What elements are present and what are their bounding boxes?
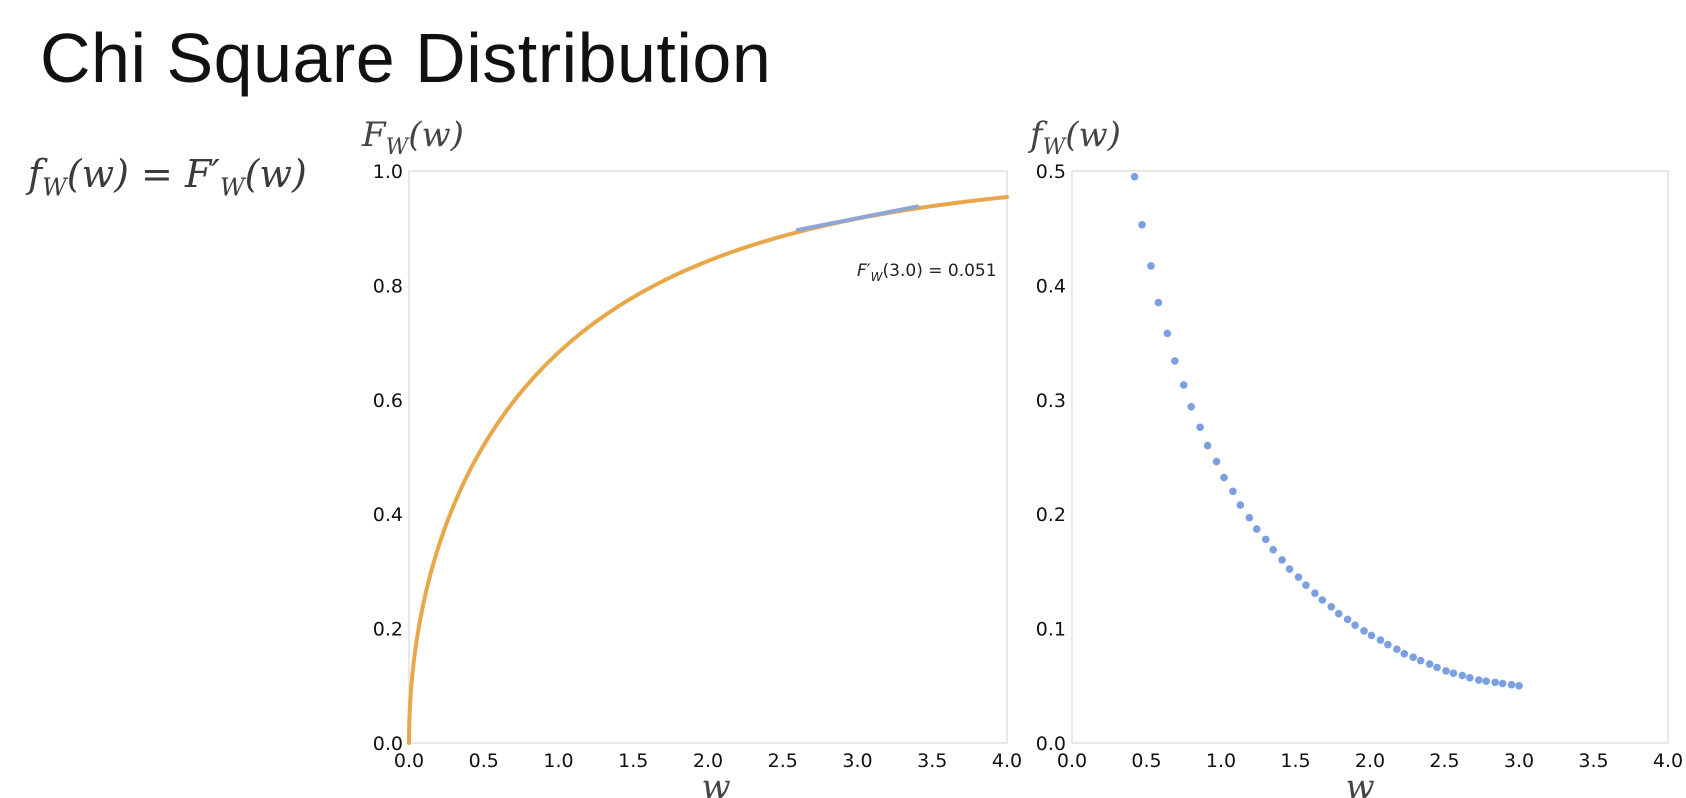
formula-lhs-arg: (w)	[66, 152, 129, 196]
cdf-ytick-label: 0.2	[373, 619, 403, 641]
pdf-point	[1130, 172, 1139, 181]
pdf-point	[1311, 589, 1319, 597]
pdf-xtick-label: 2.5	[1429, 750, 1459, 772]
formula-rhs-arg: (w)	[244, 152, 307, 196]
pdf-point	[1252, 525, 1261, 533]
cdf-ytick-label: 0.0	[373, 733, 403, 755]
tangent-line	[795, 204, 920, 232]
pdf-xtick-label: 4.0	[1653, 750, 1683, 772]
cdf-xtick-label: 0.5	[469, 750, 499, 772]
pdf-point	[1302, 581, 1310, 589]
pdf-point	[1163, 329, 1172, 338]
pdf-point	[1515, 682, 1523, 690]
pdf-point	[1147, 262, 1155, 270]
cdf-plot-frame	[408, 170, 1008, 744]
derivative-formula: fW(w) = F′W(w)	[28, 152, 307, 202]
cdf-xtick-label: 3.0	[842, 750, 872, 772]
pdf-point	[1466, 673, 1474, 682]
pdf-xlabel: w	[1345, 767, 1374, 798]
pdf-ytick-label: 0.2	[1036, 504, 1066, 526]
pdf-point	[1393, 645, 1401, 653]
cdf-xtick-label: 2.0	[693, 750, 723, 772]
cdf-xtick-label: 1.5	[618, 750, 648, 772]
cdf-ytick-label: 0.4	[373, 504, 403, 526]
pdf-point	[1278, 556, 1286, 564]
pdf-point	[1220, 473, 1228, 482]
pdf-point	[1245, 513, 1254, 522]
formula-equals: =	[128, 152, 185, 196]
cdf-xtick-label: 2.5	[768, 750, 798, 772]
formula-rhs-f: F′	[184, 152, 220, 196]
cdf-xtick-label: 1.0	[543, 750, 573, 772]
pdf-point	[1285, 565, 1294, 573]
pdf-point	[1261, 535, 1270, 544]
pdf-point	[1187, 402, 1195, 411]
pdf-xtick-label: 3.0	[1504, 750, 1534, 772]
pdf-point	[1318, 596, 1327, 604]
cdf-xtick-label: 3.5	[917, 750, 947, 772]
pdf-ylabel: fW(w)	[1027, 115, 1121, 160]
pdf-point	[1171, 357, 1179, 365]
cdf-ytick-label: 0.8	[373, 275, 403, 297]
pdf-point	[1351, 621, 1359, 629]
pdf-point	[1400, 649, 1409, 658]
formula-rhs-sub: W	[219, 173, 245, 202]
pdf-point	[1327, 603, 1336, 611]
pdf-point	[1384, 640, 1392, 649]
pdf-xtick-label: 2.0	[1355, 750, 1385, 772]
pdf-point	[1449, 669, 1458, 678]
pdf-point	[1409, 653, 1418, 661]
cdf-chart: FW(w) w F′W(3.0) = 0.051 0.0 0.5 1.0 1.5 2.0…	[361, 115, 1022, 798]
pdf-point	[1491, 678, 1499, 687]
pdf-xtick-label: 1.5	[1280, 750, 1310, 772]
pdf-point	[1458, 671, 1467, 680]
cdf-ytick-label: 1.0	[373, 161, 403, 183]
cdf-xlabel: w	[701, 767, 730, 798]
pdf-point	[1507, 680, 1516, 689]
pdf-xtick-label: 0.5	[1131, 750, 1161, 772]
pdf-chart: fW(w) w 0.0 0.5 1.0 1.5 2.0 2.5 3.0 3.5 4.0 0.0 0.…	[1027, 115, 1683, 798]
pdf-point	[1212, 457, 1221, 466]
pdf-point	[1360, 627, 1368, 635]
formula-lhs-f: f	[28, 152, 43, 196]
pdf-ytick-label: 0.5	[1036, 161, 1066, 183]
pdf-point	[1203, 441, 1212, 450]
pdf-point	[1294, 573, 1303, 581]
pdf-point	[1474, 676, 1483, 684]
tangent-annotation: F′W(3.0) = 0.051	[857, 261, 997, 284]
pdf-xtick-label: 0.0	[1057, 750, 1087, 772]
pdf-point	[1482, 677, 1491, 686]
cdf-ylabel: FW(w)	[361, 115, 464, 160]
pdf-point	[1343, 615, 1352, 624]
pdf-point	[1236, 501, 1245, 509]
pdf-point	[1425, 660, 1434, 668]
pdf-ytick-label: 0.3	[1036, 390, 1066, 412]
pdf-point	[1416, 656, 1425, 665]
cdf-xtick-label: 4.0	[992, 750, 1022, 772]
pdf-plot-frame	[1071, 170, 1669, 744]
pdf-point	[1196, 423, 1204, 432]
pdf-point	[1179, 381, 1188, 389]
pdf-xtick-label: 3.5	[1578, 750, 1608, 772]
formula-lhs-sub: W	[42, 173, 67, 202]
pdf-ytick-label: 0.0	[1036, 733, 1066, 755]
pdf-point	[1154, 298, 1163, 307]
pdf-ytick-label: 0.1	[1036, 619, 1066, 641]
pdf-xtick-label: 1.0	[1206, 750, 1236, 772]
pdf-ytick-label: 0.4	[1036, 275, 1066, 297]
pdf-point	[1498, 679, 1507, 688]
slide-title: Chi Square Distribution	[40, 19, 772, 97]
pdf-point	[1334, 609, 1343, 618]
pdf-point	[1376, 636, 1385, 644]
cdf-xtick-label: 0.0	[394, 750, 424, 772]
cdf-ytick-label: 0.6	[373, 390, 403, 412]
pdf-point	[1367, 631, 1376, 640]
pdf-point	[1138, 220, 1146, 229]
pdf-point	[1442, 667, 1450, 675]
pdf-point	[1433, 663, 1441, 672]
pdf-point	[1269, 545, 1277, 554]
pdf-point	[1229, 487, 1237, 496]
